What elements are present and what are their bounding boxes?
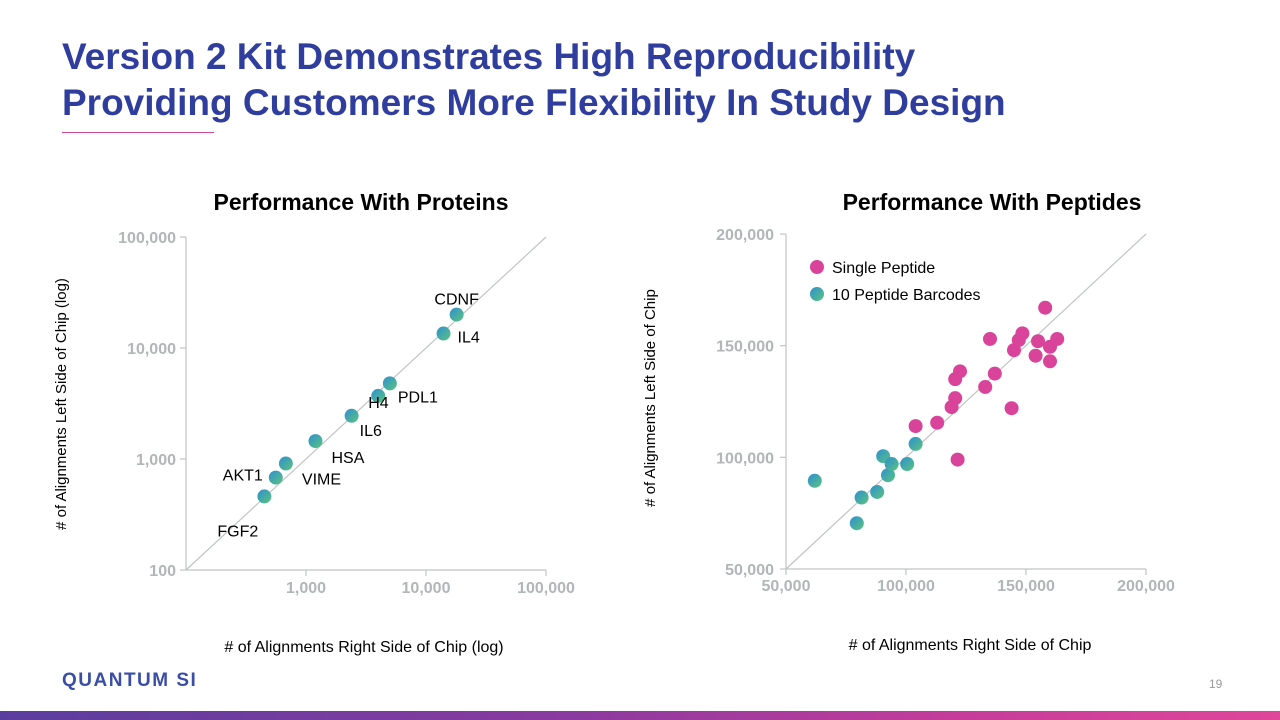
legend-single-peptide-label: Single Peptide xyxy=(832,260,935,277)
protein-y-tick-label: 100 xyxy=(149,563,176,580)
legend-barcodes-marker xyxy=(810,287,824,301)
protein-point-vime xyxy=(278,456,293,471)
peptide-point-barcode xyxy=(884,457,899,472)
protein-point-label-il6: IL6 xyxy=(360,423,382,440)
protein-point-label-cdnf: CDNF xyxy=(434,292,479,309)
protein-y-tick-label: 1,000 xyxy=(136,452,176,469)
bottom-gradient-bar xyxy=(0,711,1280,720)
peptide-point-single xyxy=(1004,401,1019,416)
title-underline xyxy=(62,132,214,133)
protein-chart-title: Performance With Proteins xyxy=(213,189,508,215)
peptide-x-tick-label: 150,000 xyxy=(997,578,1055,595)
peptide-point-single xyxy=(953,364,967,379)
protein-point-label-vime: VIME xyxy=(302,472,341,489)
peptide-point-barcode xyxy=(908,436,923,451)
protein-point-label-pdl1: PDL1 xyxy=(398,389,438,406)
protein-point-pdl1 xyxy=(382,376,397,391)
peptide-point-single xyxy=(1043,354,1057,369)
peptide-y-tick-label: 200,000 xyxy=(716,227,774,244)
protein-identity-line xyxy=(185,236,547,571)
peptide-x-tick-label: 200,000 xyxy=(1117,578,1175,595)
page-title: Version 2 Kit Demonstrates High Reproduc… xyxy=(62,34,1006,126)
peptide-chart-title: Performance With Peptides xyxy=(843,189,1142,215)
peptide-point-single xyxy=(908,419,923,434)
peptide-y-tick-label: 100,000 xyxy=(716,450,774,467)
peptide-y-tick-label: 50,000 xyxy=(725,562,774,579)
peptide-point-barcode xyxy=(807,473,822,488)
peptide-x-tick-label: 100,000 xyxy=(877,578,935,595)
quantum-si-logo: QUANTUM SI xyxy=(62,670,198,691)
peptide-point-single xyxy=(987,366,1002,381)
protein-y-tick-label: 100,000 xyxy=(118,230,176,247)
peptide-point-single xyxy=(983,331,997,346)
peptide-point-barcode xyxy=(870,484,885,499)
protein-y-axis-label: # of Alignments Left Side of Chip (log) xyxy=(53,278,70,530)
peptide-point-single xyxy=(1031,334,1045,349)
peptide-identity-line xyxy=(785,233,1147,570)
peptide-x-axis-label: # of Alignments Right Side of Chip xyxy=(849,637,1092,654)
peptide-y-tick-label: 150,000 xyxy=(716,339,774,356)
peptide-point-barcode xyxy=(900,457,915,472)
peptide-y-axis-label: # of Alignments Left Side of Chip xyxy=(642,289,659,507)
protein-point-label-il4: IL4 xyxy=(458,330,480,347)
protein-point-fgf2 xyxy=(257,489,272,504)
protein-chart: Performance With Proteins 100 1,000 10,000… xyxy=(53,189,575,656)
peptide-point-single xyxy=(1038,300,1053,315)
protein-x-tick-label: 1,000 xyxy=(286,580,326,597)
peptide-point-single xyxy=(950,452,965,467)
peptide-point-single xyxy=(978,379,993,394)
protein-point-h4 xyxy=(371,388,386,403)
protein-point-label-fgf2: FGF2 xyxy=(217,523,258,540)
protein-x-tick-label: 10,000 xyxy=(402,580,451,597)
protein-point-label-hsa: HSA xyxy=(332,450,365,467)
title-line-2: Providing Customers More Flexibility In … xyxy=(62,82,1006,123)
peptide-point-single xyxy=(930,415,945,430)
legend-barcodes-label: 10 Peptide Barcodes xyxy=(832,287,981,304)
protein-point-cdnf xyxy=(449,307,464,322)
peptide-x-tick-label: 50,000 xyxy=(762,578,811,595)
protein-point-il4 xyxy=(436,326,451,341)
protein-point-label-akt1: AKT1 xyxy=(223,468,263,485)
peptide-point-barcode xyxy=(849,516,864,531)
protein-y-tick-label: 10,000 xyxy=(127,341,176,358)
peptide-point-single xyxy=(948,391,963,406)
peptide-legend: Single Peptide 10 Peptide Barcodes xyxy=(810,260,981,304)
protein-x-tick-label: 100,000 xyxy=(517,580,575,597)
page-number: 19 xyxy=(1209,677,1223,691)
protein-point-akt1 xyxy=(268,470,283,485)
peptide-chart: Performance With Peptides 50,000 100,000 1… xyxy=(642,189,1175,654)
peptide-point-single xyxy=(1015,326,1030,341)
peptide-point-single xyxy=(1050,331,1065,346)
protein-x-axis-label: # of Alignments Right Side of Chip (log) xyxy=(224,639,503,656)
protein-point-il6 xyxy=(344,408,359,423)
title-line-1: Version 2 Kit Demonstrates High Reproduc… xyxy=(62,36,916,77)
protein-point-hsa xyxy=(308,434,323,449)
legend-single-peptide-marker xyxy=(810,260,824,274)
protein-point-label-h4: H4 xyxy=(368,395,389,412)
peptide-point-single xyxy=(1028,348,1043,363)
peptide-point-barcode xyxy=(881,468,895,483)
peptide-point-barcode xyxy=(854,490,869,505)
